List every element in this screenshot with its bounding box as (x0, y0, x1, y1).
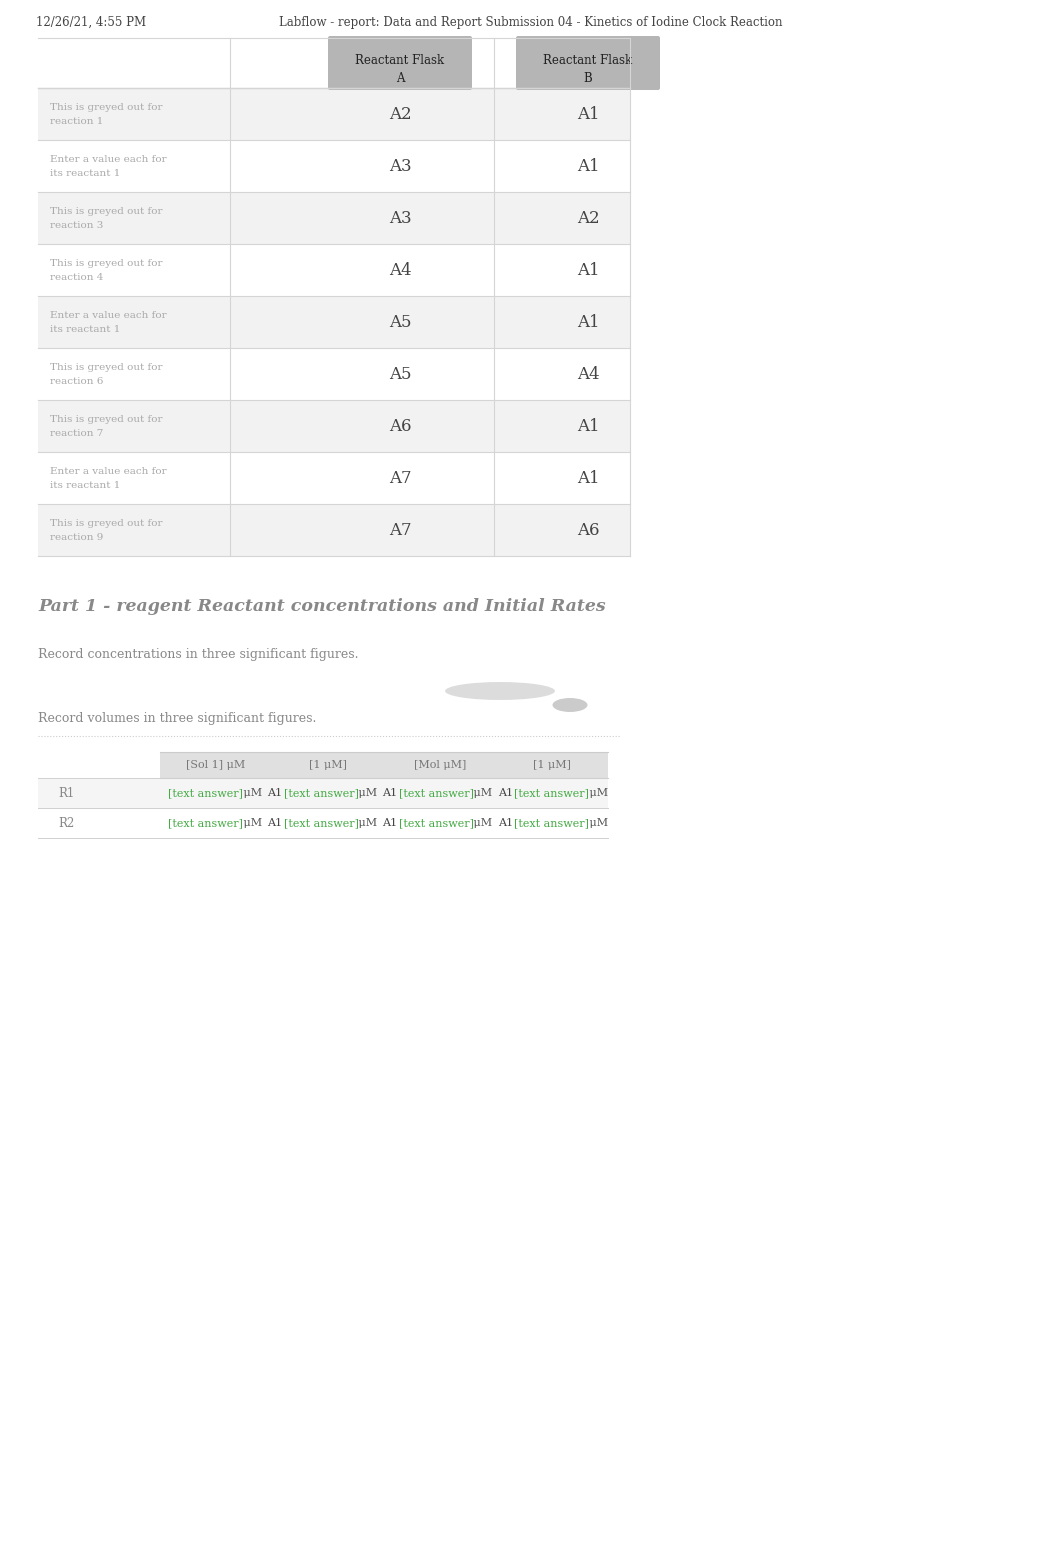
Text: A1: A1 (577, 470, 599, 487)
Text: Record volumes in three significant figures.: Record volumes in three significant figu… (38, 713, 316, 725)
Bar (38, 778, 609, 808)
Text: A: A (396, 72, 405, 86)
Text: [text answer]: [text answer] (514, 818, 589, 828)
Text: Reactant Flask: Reactant Flask (544, 54, 633, 67)
Text: A1: A1 (577, 157, 599, 174)
Text: Enter a value each for: Enter a value each for (50, 156, 167, 165)
Text: A3: A3 (389, 210, 411, 227)
Text: A7: A7 (389, 521, 411, 538)
Bar (38, 349, 630, 400)
Text: [Mol μM]: [Mol μM] (414, 759, 466, 770)
Text: Labflow - report: Data and Report Submission 04 - Kinetics of Iodine Clock React: Labflow - report: Data and Report Submis… (279, 16, 783, 30)
Text: A1: A1 (577, 106, 599, 123)
Text: A1: A1 (267, 787, 286, 798)
Text: A1: A1 (577, 417, 599, 434)
Text: This is greyed out for: This is greyed out for (50, 260, 162, 268)
Text: This is greyed out for: This is greyed out for (50, 363, 162, 372)
Bar (38, 400, 630, 451)
Text: A1: A1 (267, 818, 286, 828)
Text: A4: A4 (389, 261, 411, 279)
Text: [Sol 1] μM: [Sol 1] μM (186, 759, 245, 770)
Text: A4: A4 (577, 366, 599, 383)
Text: μM: μM (470, 818, 499, 828)
Text: A5: A5 (389, 313, 411, 330)
Text: Part 1 - reagent Reactant concentrations and Initial Rates: Part 1 - reagent Reactant concentrations… (38, 598, 605, 615)
Text: This is greyed out for: This is greyed out for (50, 520, 162, 527)
Text: reaction 1: reaction 1 (50, 117, 103, 126)
Bar (38, 89, 630, 140)
Text: A2: A2 (389, 106, 411, 123)
Text: A7: A7 (389, 470, 411, 487)
Text: 12/26/21, 4:55 PM: 12/26/21, 4:55 PM (36, 16, 147, 30)
Text: μM: μM (586, 818, 609, 828)
Text: μM: μM (240, 818, 269, 828)
Text: μM: μM (355, 787, 384, 798)
Text: B: B (584, 72, 593, 86)
Text: [text answer]: [text answer] (399, 818, 474, 828)
Bar (38, 191, 630, 244)
Bar (38, 296, 630, 349)
Text: μM: μM (355, 818, 384, 828)
Text: Record concentrations in three significant figures.: Record concentrations in three significa… (38, 647, 359, 661)
Text: [text answer]: [text answer] (168, 787, 243, 798)
Text: This is greyed out for: This is greyed out for (50, 103, 162, 112)
FancyBboxPatch shape (516, 36, 660, 90)
Text: A1: A1 (498, 818, 516, 828)
Text: [text answer]: [text answer] (514, 787, 589, 798)
Bar (38, 808, 609, 839)
Ellipse shape (552, 699, 587, 713)
Text: reaction 7: reaction 7 (50, 429, 103, 439)
Text: μM: μM (470, 787, 499, 798)
Text: Reactant Flask: Reactant Flask (356, 54, 445, 67)
Text: A1: A1 (577, 261, 599, 279)
Text: [text answer]: [text answer] (284, 818, 359, 828)
Text: reaction 4: reaction 4 (50, 274, 103, 282)
Text: its reactant 1: its reactant 1 (50, 170, 120, 179)
Text: [text answer]: [text answer] (399, 787, 474, 798)
Text: A5: A5 (389, 366, 411, 383)
Text: reaction 6: reaction 6 (50, 377, 103, 386)
Text: reaction 3: reaction 3 (50, 221, 103, 230)
Text: R1: R1 (58, 786, 74, 800)
Bar (38, 451, 630, 504)
Ellipse shape (445, 682, 555, 700)
Text: μM: μM (586, 787, 609, 798)
Text: R2: R2 (58, 817, 74, 829)
Bar (38, 244, 630, 296)
Text: [1 μM]: [1 μM] (309, 759, 347, 770)
Text: [text answer]: [text answer] (284, 787, 359, 798)
Text: μM: μM (240, 787, 269, 798)
Text: A1: A1 (577, 313, 599, 330)
Text: its reactant 1: its reactant 1 (50, 325, 120, 335)
FancyBboxPatch shape (328, 36, 472, 90)
Text: A6: A6 (389, 417, 411, 434)
Text: Enter a value each for: Enter a value each for (50, 467, 167, 476)
Bar (38, 140, 630, 191)
Text: Enter a value each for: Enter a value each for (50, 311, 167, 321)
Text: A2: A2 (577, 210, 599, 227)
Text: A1: A1 (498, 787, 516, 798)
Text: [1 μM]: [1 μM] (533, 759, 571, 770)
Bar (38, 504, 630, 555)
Text: reaction 9: reaction 9 (50, 534, 103, 543)
Text: A3: A3 (389, 157, 411, 174)
Text: A6: A6 (577, 521, 599, 538)
Text: [text answer]: [text answer] (168, 818, 243, 828)
Bar (160, 752, 609, 778)
Text: A1: A1 (382, 818, 401, 828)
Text: A1: A1 (382, 787, 401, 798)
Text: its reactant 1: its reactant 1 (50, 481, 120, 490)
Text: This is greyed out for: This is greyed out for (50, 415, 162, 425)
Text: This is greyed out for: This is greyed out for (50, 207, 162, 216)
